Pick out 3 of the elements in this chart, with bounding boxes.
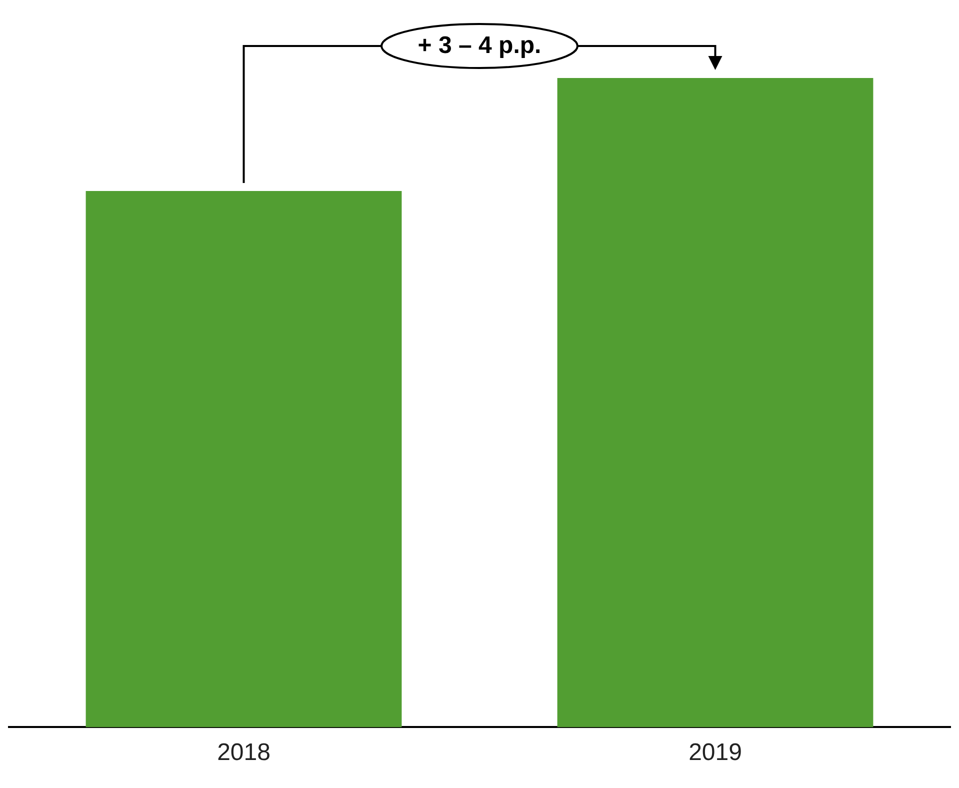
text: + 3 – 4 p.p.: [416, 32, 542, 60]
x-tick-label: 2019: [688, 739, 742, 766]
x-tick-label: 2018: [217, 739, 270, 766]
